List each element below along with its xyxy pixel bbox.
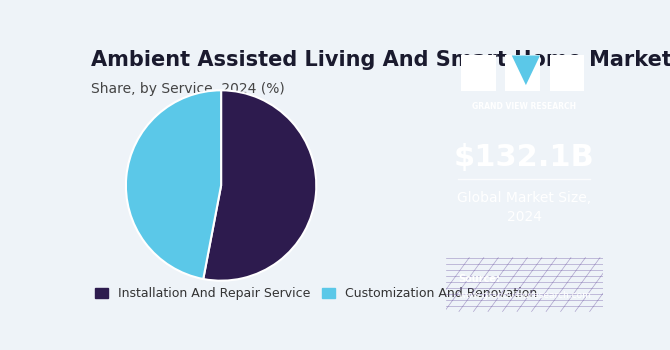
Wedge shape — [203, 90, 316, 281]
Text: Global Market Size,: Global Market Size, — [457, 191, 592, 205]
FancyBboxPatch shape — [462, 56, 496, 91]
FancyBboxPatch shape — [549, 56, 584, 91]
Text: GRAND VIEW RESEARCH: GRAND VIEW RESEARCH — [472, 102, 576, 111]
Text: 2024: 2024 — [507, 210, 542, 224]
Legend: Installation And Repair Service, Customization And Renovation: Installation And Repair Service, Customi… — [90, 282, 542, 305]
Wedge shape — [126, 90, 221, 279]
Polygon shape — [512, 56, 540, 85]
FancyBboxPatch shape — [505, 56, 540, 91]
Text: Ambient Assisted Living And Smart Home Market: Ambient Assisted Living And Smart Home M… — [91, 50, 670, 70]
Text: www.grandviewresearch.com: www.grandviewresearch.com — [458, 291, 591, 300]
Text: Source:: Source: — [458, 274, 500, 284]
Text: Share, by Service, 2024 (%): Share, by Service, 2024 (%) — [91, 83, 285, 97]
Text: $132.1B: $132.1B — [454, 144, 595, 173]
